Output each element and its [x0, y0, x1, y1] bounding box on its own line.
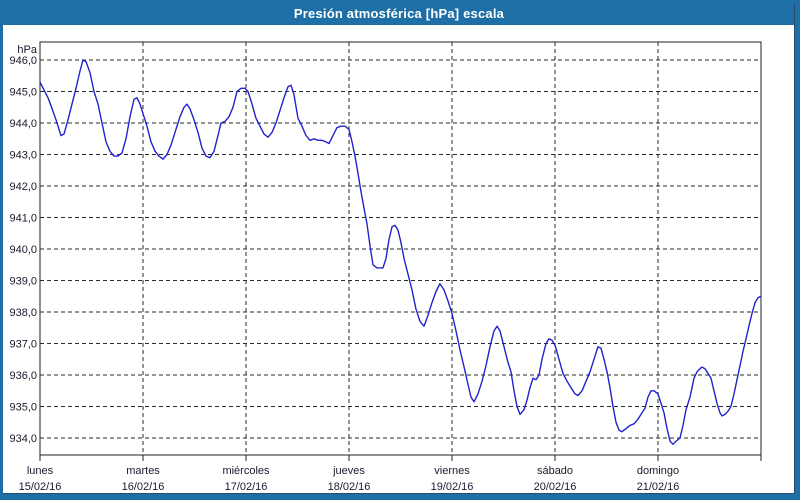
- day-name-label: lunes: [27, 465, 54, 477]
- y-tick-label: 943,0: [9, 150, 37, 162]
- y-tick-label: 941,0: [9, 213, 37, 225]
- day-date-label: 15/02/16: [19, 481, 62, 493]
- day-date-label: 16/02/16: [122, 481, 165, 493]
- y-tick-label: 939,0: [9, 276, 37, 288]
- y-tick-label: 937,0: [9, 339, 37, 351]
- gridlines: [40, 42, 761, 455]
- day-date-label: 18/02/16: [328, 481, 371, 493]
- y-tick-label: 936,0: [9, 370, 37, 382]
- plot-frame: [39, 41, 762, 456]
- chart-title-bar: Presión atmosférica [hPa] escala: [3, 3, 795, 25]
- y-tick-label: 942,0: [9, 181, 37, 193]
- pressure-series-line: [39, 59, 762, 445]
- y-tick-label: 946,0: [9, 55, 37, 67]
- day-name-label: domingo: [637, 465, 679, 477]
- day-date-label: 20/02/16: [534, 481, 577, 493]
- day-name-label: jueves: [332, 465, 365, 477]
- y-tick-label: 944,0: [9, 118, 37, 130]
- x-axis-ticks: [39, 455, 762, 461]
- day-date-label: 19/02/16: [431, 481, 474, 493]
- chart-title: Presión atmosférica [hPa] escala: [293, 6, 505, 21]
- y-tick-label: 945,0: [9, 87, 37, 99]
- x-axis-labels: lunes 15/02/16 martes 16/02/16 miércoles 17/0…: [19, 465, 680, 493]
- y-axis-unit-label: hPa: [17, 44, 37, 56]
- y-tick-label: 934,0: [9, 433, 37, 445]
- y-tick-label: 935,0: [9, 402, 37, 414]
- y-tick-label: 938,0: [9, 307, 37, 319]
- day-name-label: viernes: [434, 465, 470, 477]
- day-date-label: 17/02/16: [225, 481, 268, 493]
- day-name-label: martes: [126, 465, 160, 477]
- day-name-label: sábado: [537, 465, 573, 477]
- day-date-label: 21/02/16: [637, 481, 680, 493]
- day-name-label: miércoles: [222, 465, 270, 477]
- y-tick-label: 940,0: [9, 244, 37, 256]
